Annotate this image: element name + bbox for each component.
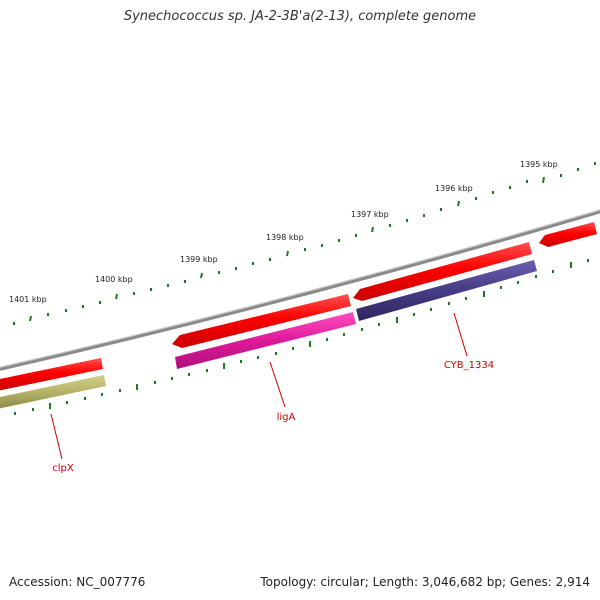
tick-major [542, 176, 545, 184]
scale-label: 1400 kbp [95, 275, 133, 284]
scale-label: 1397 kbp [351, 210, 389, 219]
tick-major [115, 293, 118, 300]
map-title: Synechococcus sp. JA-2-3B'a(2-13), compl… [123, 9, 477, 24]
forward-gene-arrow[interactable] [353, 242, 532, 301]
ligA-leader-line [269, 361, 286, 408]
gene-label-CYB_1334[interactable]: CYB_1334 [444, 360, 494, 371]
forward-gene-arrow[interactable] [539, 222, 597, 247]
CYB_1334-leader-line [453, 312, 468, 357]
tick-major [286, 250, 289, 257]
outer-scale-ring [13, 162, 596, 325]
forward-strand-features [0, 222, 597, 391]
inner-scale-ring [14, 259, 589, 415]
scale-labels: 1401 kbp 1400 kbp 1399 kbp 1398 kbp 1397… [9, 160, 558, 304]
gene-clpX-bar[interactable] [0, 375, 106, 409]
scale-label: 1398 kbp [266, 233, 304, 242]
forward-gene-arrow[interactable] [0, 358, 103, 391]
genome-summary-text: Topology: circular; Length: 3,046,682 bp… [260, 575, 590, 589]
tick-major [200, 272, 203, 279]
gene-ligA-bar[interactable] [175, 312, 356, 369]
reverse-strand-features [0, 260, 537, 409]
gene-label-clpX[interactable]: clpX [52, 463, 74, 474]
tick-major [29, 315, 32, 322]
gene-label-ligA[interactable]: ligA [277, 412, 296, 423]
backbone-highlight [0, 209, 600, 368]
accession-text: Accession: NC_007776 [9, 575, 146, 589]
clpX-leader-line [50, 413, 63, 460]
forward-gene-arrow[interactable] [172, 294, 351, 348]
tick-major [371, 226, 374, 233]
gene-CYB_1334-bar[interactable] [356, 260, 537, 321]
scale-label: 1399 kbp [180, 255, 218, 264]
genome-backbone [0, 209, 600, 371]
scale-label: 1401 kbp [9, 295, 47, 304]
label-leaders [50, 312, 468, 460]
gene-labels: clpX ligA CYB_1334 [52, 360, 494, 474]
tick-major [457, 200, 460, 207]
scale-label: 1395 kbp [520, 160, 558, 169]
scale-label: 1396 kbp [435, 184, 473, 193]
